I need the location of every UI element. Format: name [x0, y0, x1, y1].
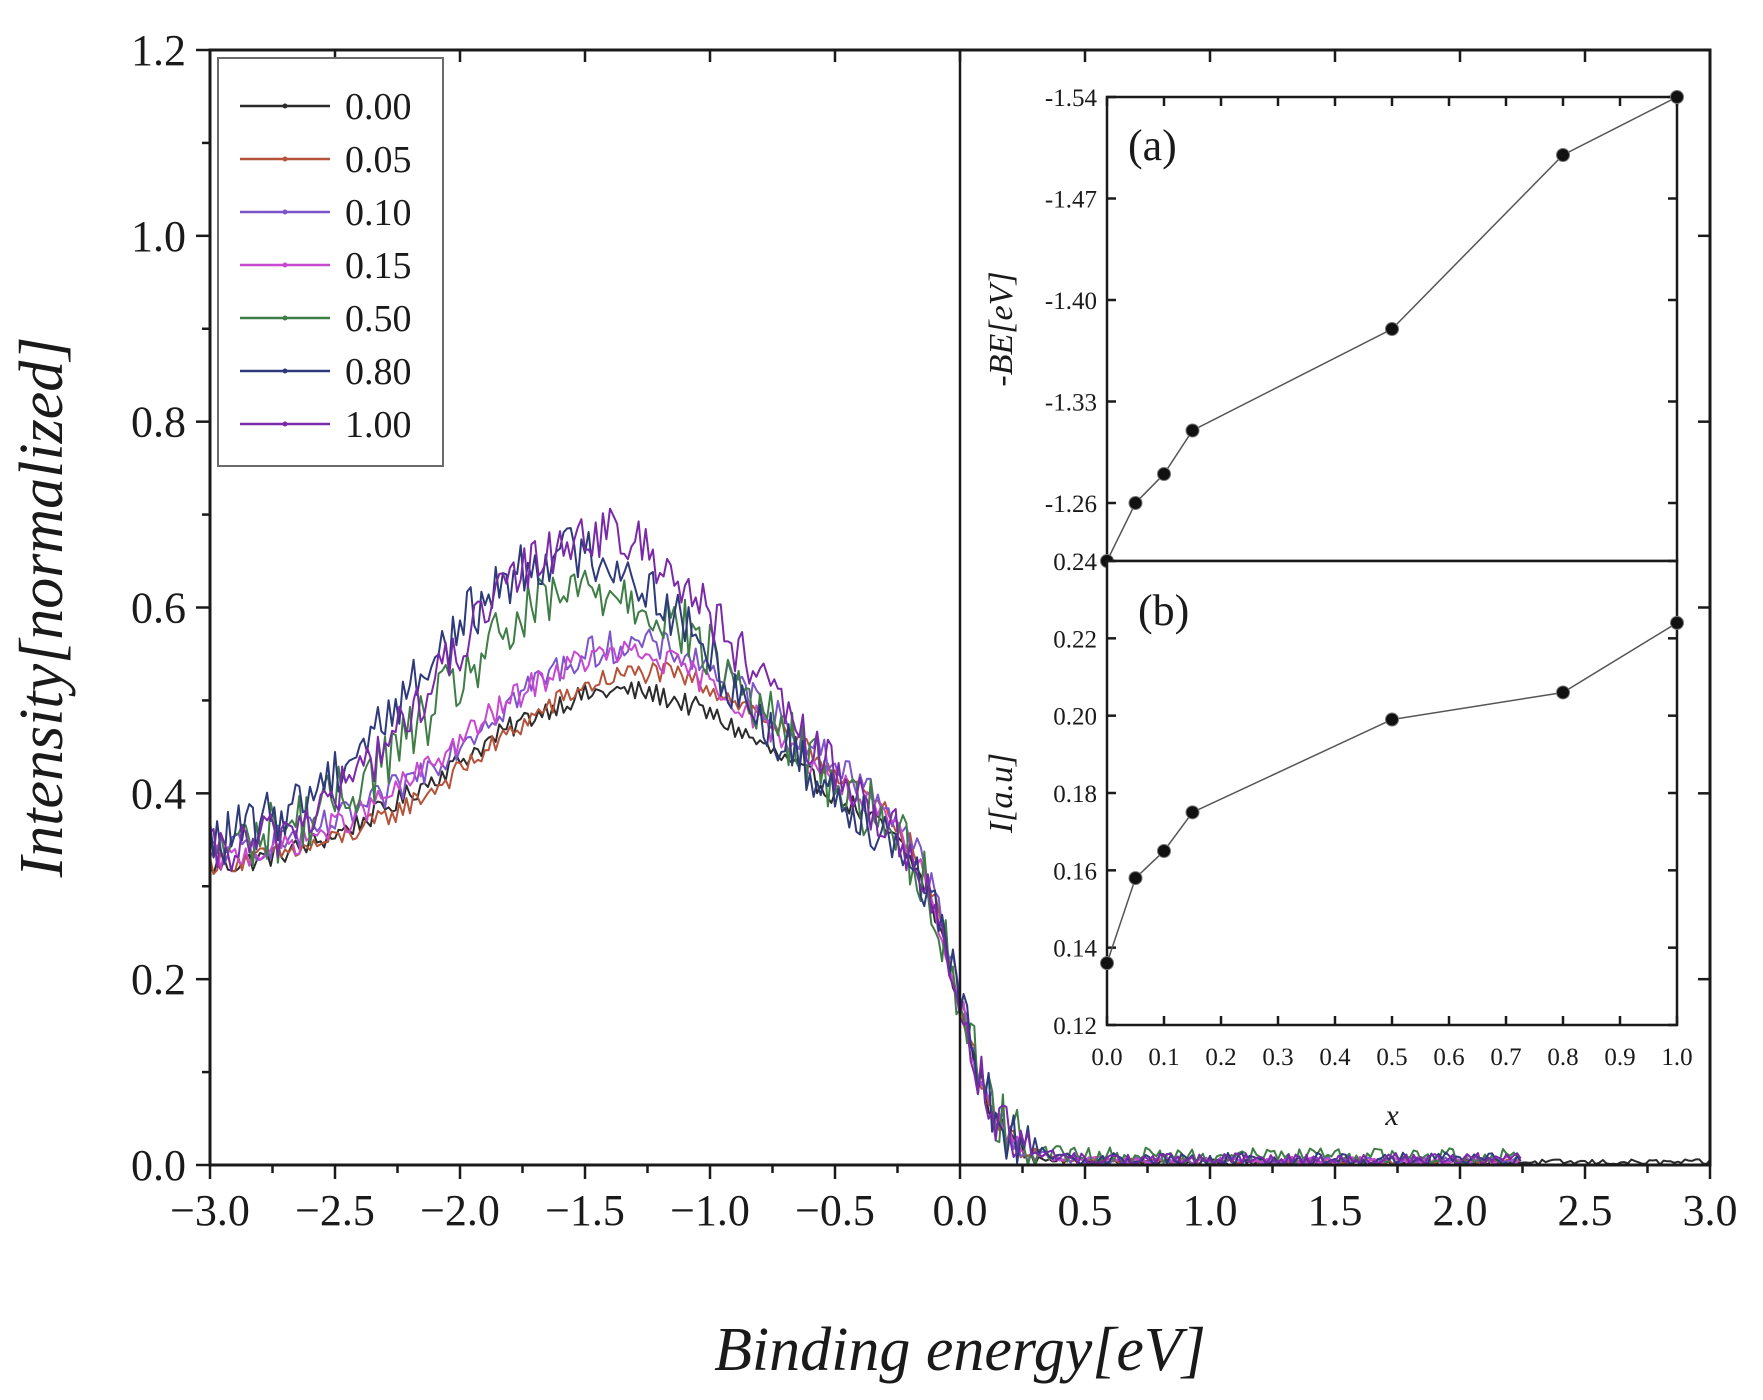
inset-b-point: [1556, 685, 1570, 700]
inset-b-y-tick-label: 0.14: [1053, 936, 1097, 963]
legend-label-1.00: 1.00: [345, 404, 412, 446]
legend-marker-0.10: [282, 209, 288, 215]
inset-a-point: [1157, 467, 1171, 481]
inset-b-y-tick-label: 0.24: [1053, 549, 1097, 576]
legend: 0.00 0.05 0.10 0.15 0.50 0.80 1.00: [217, 57, 444, 467]
legend-marker-0.80: [282, 368, 288, 374]
main-y-tick-label: 0.8: [131, 398, 186, 447]
main-x-tick-label: 1.0: [1183, 1186, 1238, 1235]
inset-b-panel-label: (b): [1138, 586, 1189, 635]
inset-b-x-axis-label: x: [1384, 1099, 1399, 1132]
inset-b-series: [1100, 615, 1684, 971]
inset-b-y-tick-label: 0.12: [1053, 1013, 1097, 1040]
legend-label-0.00: 0.00: [345, 86, 412, 128]
inset-a-y-tick-label: -1.26: [1045, 491, 1097, 518]
inset-b-point: [1185, 805, 1200, 820]
series-line-0.50: [209, 569, 1522, 1166]
main-x-tick-label: 2.5: [1558, 1186, 1613, 1235]
main-y-tick-label: 0.6: [131, 584, 186, 633]
legend-marker-0.00: [282, 103, 288, 109]
main-y-tick-label: 0.4: [131, 769, 186, 818]
main-x-tick-label: −1.0: [670, 1186, 750, 1235]
inset-b-x-tick-label: 0.8: [1547, 1044, 1578, 1071]
legend-marker-1.00: [282, 421, 288, 427]
main-y-tick-label: 1.0: [131, 212, 186, 261]
inset-a: -1.26 -1.33 -1.40 -1.47 -1.54 (a) -BE[eV]: [983, 85, 1684, 568]
main-y-tick-label: 0.2: [131, 955, 186, 1004]
main-y-tick-label: 0.0: [131, 1141, 186, 1190]
inset-b-y-tick-label: 0.18: [1053, 781, 1097, 808]
inset-b-frame: [1105, 559, 1679, 1027]
main-y-axis-label: Intensity[normalized]: [8, 337, 76, 879]
inset-b-x-tick-label: 0.2: [1205, 1044, 1236, 1071]
inset-b-x-tick-label: 0.4: [1319, 1044, 1351, 1071]
main-x-tick-label: 3.0: [1683, 1186, 1738, 1235]
legend-label-0.50: 0.50: [345, 298, 412, 340]
inset-a-point: [1128, 496, 1143, 510]
inset-b-x-tick-label: 0.9: [1604, 1044, 1635, 1071]
inset-a-y-ticks: -1.26 -1.33 -1.40 -1.47 -1.54: [1045, 85, 1677, 518]
main-y-ticks: 0.0 0.2 0.4 0.6 0.8 1.0 1.2: [131, 26, 1710, 1190]
main-x-ticks: −3.0 −2.5 −2.0 −1.5 −1.0 −0.5 0.0 0.5 1.0 1.5 2.0 2…: [170, 50, 1738, 1235]
main-plot: −3.0 −2.5 −2.0 −1.5 −1.0 −0.5 0.0 0.5 1.0 1.5 2.0 2…: [8, 26, 1738, 1384]
inset-b: 0.120.140.160.180.200.220.24 0.0 0.1 0.2 0.…: [983, 549, 1693, 1132]
inset-b-x-tick-label: 0.5: [1376, 1044, 1407, 1071]
inset-b-y-axis-label: I[a.u]: [983, 753, 1020, 834]
legend-marker-0.50: [282, 315, 288, 321]
main-x-tick-label: 0.5: [1058, 1186, 1113, 1235]
inset-b-x-tick-label: 0.6: [1433, 1044, 1464, 1071]
inset-a-y-tick-label: -1.47: [1045, 187, 1097, 214]
legend-label-0.15: 0.15: [345, 245, 412, 287]
inset-b-y-ticks: 0.12 0.14 0.16 0.18 0.20 0.22 0.24: [1053, 549, 1677, 1040]
main-x-tick-label: −3.0: [170, 1186, 250, 1235]
legend-label-0.80: 0.80: [345, 351, 412, 393]
inset-a-point: [1556, 148, 1570, 162]
inset-b-x-tick-label: 0.3: [1262, 1044, 1293, 1071]
main-x-tick-label: −1.5: [545, 1186, 625, 1235]
main-x-tick-label: −0.5: [795, 1186, 875, 1235]
inset-b-point: [1157, 844, 1171, 858]
inset-a-y-tick-label: -1.33: [1045, 390, 1097, 417]
legend-label-0.05: 0.05: [345, 139, 412, 181]
main-x-tick-label: 2.0: [1433, 1186, 1488, 1235]
inset-b-y-tick-label: 0.16: [1053, 858, 1097, 885]
inset-b-x-tick-label: 0.7: [1490, 1044, 1521, 1071]
inset-b-point: [1385, 712, 1399, 727]
inset-a-y-tick-label: -1.40: [1045, 288, 1097, 315]
inset-b-point: [1128, 871, 1143, 886]
inset-b-x-tick-label: 0.1: [1148, 1044, 1179, 1071]
main-x-tick-label: −2.5: [295, 1186, 375, 1235]
inset-b-point: [1670, 615, 1684, 630]
inset-b-x-tick-label: 0.0: [1091, 1044, 1122, 1071]
legend-label-0.10: 0.10: [345, 192, 412, 234]
main-x-tick-label: −2.0: [420, 1186, 500, 1235]
inset-a-panel-label: (a): [1128, 121, 1177, 170]
inset-b-y-tick-label: 0.22: [1053, 626, 1097, 653]
legend-marker-0.15: [282, 262, 288, 268]
inset-b-y-tick-label: 0.20: [1053, 704, 1097, 731]
legend-box: [217, 57, 444, 467]
inset-b-x-tick-label: 1.0: [1661, 1044, 1692, 1071]
inset-a-y-tick-label: -1.54: [1045, 85, 1098, 112]
inset-a-y-axis-label: -BE[eV]: [983, 271, 1020, 386]
inset-b-x-ticks: 0.0 0.1 0.2 0.3 0.4 0.5 0.6 0.7 0.8 0.9 1.0: [1091, 1016, 1693, 1071]
legend-marker-0.05: [282, 156, 288, 162]
inset-a-point: [1185, 423, 1200, 438]
inset-a-point: [1385, 322, 1399, 336]
inset-b-point: [1100, 956, 1114, 971]
main-x-tick-label: 0.0: [933, 1186, 988, 1235]
inset-a-point: [1670, 90, 1684, 104]
main-x-axis-label: Binding energy[eV]: [714, 1316, 1206, 1384]
main-y-tick-label: 1.2: [131, 26, 186, 75]
main-x-tick-label: 1.5: [1308, 1186, 1363, 1235]
